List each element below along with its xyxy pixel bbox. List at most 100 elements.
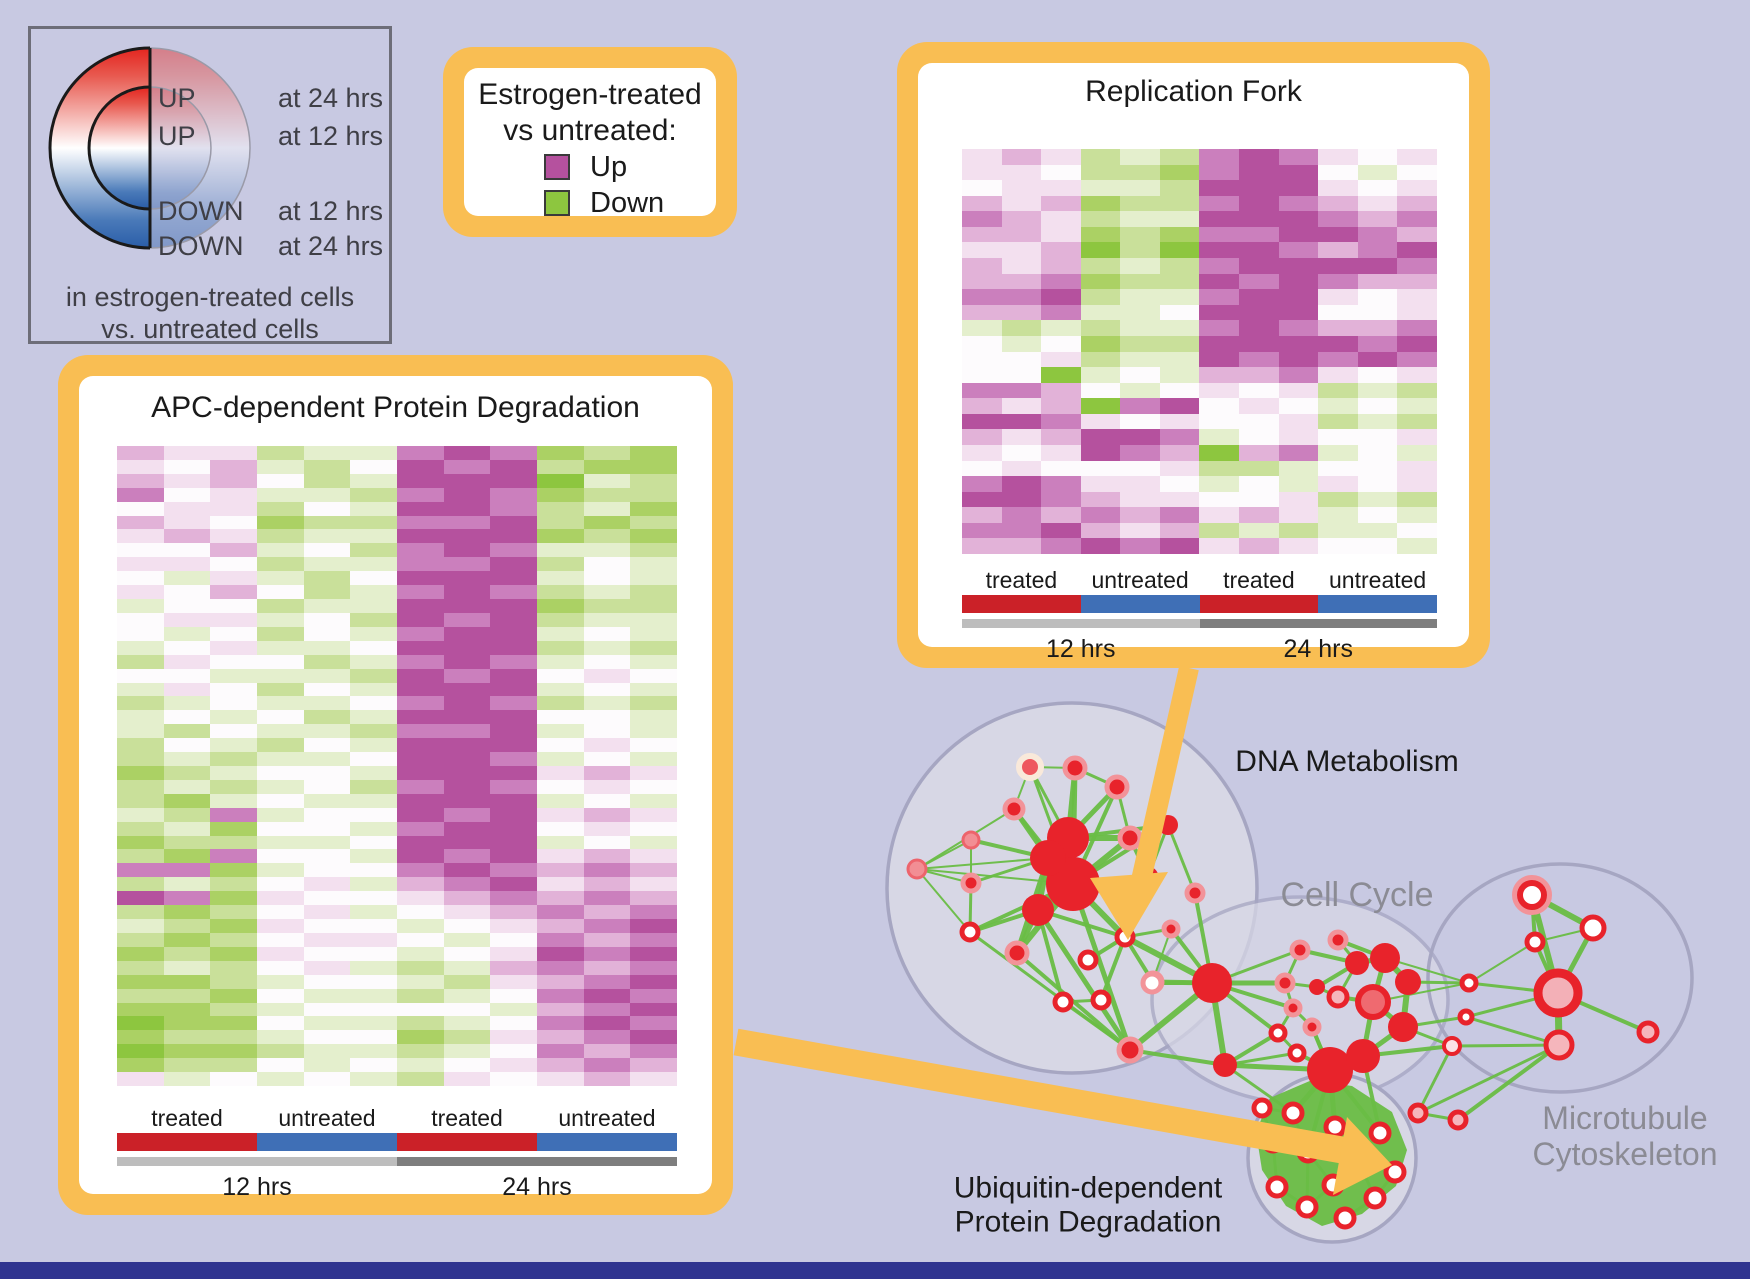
- heatmap-cell: [537, 752, 584, 766]
- heatmap-cell: [1357, 429, 1398, 445]
- network-node: [1442, 1036, 1462, 1056]
- heatmap-cell: [443, 626, 491, 641]
- network-node: [1636, 1020, 1660, 1044]
- heatmap-cell: [1397, 335, 1437, 352]
- heatmap-cell: [397, 905, 444, 920]
- heatmap-cell: [537, 473, 584, 488]
- network-node: [1533, 968, 1583, 1018]
- condition-bar-segment: [397, 1133, 537, 1151]
- heatmap-cell: [1041, 242, 1081, 259]
- heatmap-cell: [490, 779, 537, 794]
- heatmap-cell: [1001, 242, 1042, 259]
- heatmap-cell: [1278, 149, 1319, 165]
- heatmap-cell: [443, 960, 491, 975]
- network-edge: [1456, 1043, 1561, 1122]
- heatmap-cell: [490, 724, 537, 739]
- heatmap-cell: [350, 863, 397, 878]
- heatmap-cell: [1278, 444, 1319, 461]
- network-node: [1309, 979, 1325, 995]
- heatmap-cell: [163, 599, 211, 613]
- heatmap-cell: [163, 1072, 211, 1086]
- heatmap-cell: [210, 585, 257, 600]
- heatmap-cell: [210, 515, 257, 530]
- heatmap-cell: [490, 988, 537, 1003]
- heatmap-cell: [630, 863, 677, 878]
- heatmap-cell: [350, 1044, 397, 1059]
- heatmap-cell: [1397, 164, 1437, 181]
- heatmap-cell: [117, 543, 164, 558]
- heatmap-cell: [1239, 226, 1279, 243]
- replication-fork-title: Replication Fork: [1085, 75, 1302, 108]
- heatmap-cell: [583, 1058, 631, 1073]
- heatmap-cell: [350, 835, 397, 850]
- heatmap-cell: [163, 501, 211, 516]
- heatmap-cell: [1080, 382, 1121, 399]
- heatmap-cell: [1239, 491, 1279, 508]
- heatmap-cell: [1041, 351, 1081, 368]
- heatmap-cell: [210, 446, 257, 460]
- heatmap-cell: [163, 612, 211, 627]
- heatmap-cell: [1001, 382, 1042, 399]
- heatmap-cell: [443, 779, 491, 794]
- heatmap-cell: [490, 626, 537, 641]
- condition-label: untreated: [278, 1105, 376, 1131]
- heatmap-cell: [303, 501, 351, 516]
- heatmap-cell: [962, 149, 1002, 165]
- heatmap-cell: [583, 1002, 631, 1017]
- heatmap-cell: [303, 974, 351, 989]
- heatmap-cell: [303, 599, 351, 613]
- heatmap-cell: [1159, 289, 1200, 305]
- heatmap-cell: [1159, 273, 1200, 290]
- heatmap-cell: [443, 752, 491, 766]
- heatmap-cell: [443, 724, 491, 739]
- network-node: [906, 858, 928, 880]
- heatmap-cell: [1159, 522, 1200, 539]
- heatmap-cell: [1001, 180, 1042, 196]
- heatmap-cell: [490, 738, 537, 753]
- heatmap-cell: [350, 877, 397, 892]
- heatmap-cell: [210, 988, 257, 1003]
- heatmap-cell: [630, 849, 677, 864]
- heatmap-cell: [1397, 444, 1437, 461]
- heatmap-cell: [303, 807, 351, 822]
- heatmap-cell: [1397, 289, 1437, 305]
- heatmap-cell: [350, 1030, 397, 1045]
- heatmap-cell: [583, 571, 631, 586]
- heatmap-cell: [490, 891, 537, 906]
- heatmap-cell: [1199, 164, 1240, 181]
- heatmap-cell: [257, 668, 304, 683]
- heatmap-cell: [210, 891, 257, 906]
- heatmap-cell: [1041, 195, 1081, 212]
- heatmap-cell: [1080, 507, 1121, 523]
- heatmap-cell: [397, 849, 444, 864]
- heatmap-cell: [1159, 444, 1200, 461]
- heatmap-cell: [490, 849, 537, 864]
- heatmap-cell: [1041, 476, 1081, 492]
- heatmap-cell: [443, 640, 491, 655]
- heatmap-cell: [630, 501, 677, 516]
- heatmap-cell: [537, 863, 584, 878]
- heatmap-cell: [537, 612, 584, 627]
- heatmap-cell: [1120, 460, 1160, 477]
- heatmap-cell: [1239, 398, 1279, 414]
- heatmap-cell: [490, 682, 537, 697]
- heatmap-cell: [210, 1030, 257, 1045]
- heatmap-cell: [962, 429, 1002, 445]
- heatmap-cell: [630, 696, 677, 711]
- heatmap-cell: [630, 724, 677, 739]
- heatmap-cell: [1239, 522, 1279, 539]
- heatmap-cell: [630, 835, 677, 850]
- heatmap-cell: [1080, 304, 1121, 321]
- heatmap-cell: [1318, 460, 1358, 477]
- network-edge: [1129, 1048, 1226, 1067]
- heatmap-cell: [117, 821, 164, 836]
- condition-bar-segment: [1199, 595, 1319, 613]
- heatmap-cell: [1041, 491, 1081, 508]
- heatmap-cell: [1001, 351, 1042, 368]
- heatmap-cell: [210, 765, 257, 780]
- heatmap-cell: [1318, 304, 1358, 321]
- heatmap-cell: [1199, 538, 1240, 554]
- heatmap-cell: [1199, 242, 1240, 259]
- heatmap-cell: [1278, 476, 1319, 492]
- heatmap-cell: [490, 1030, 537, 1045]
